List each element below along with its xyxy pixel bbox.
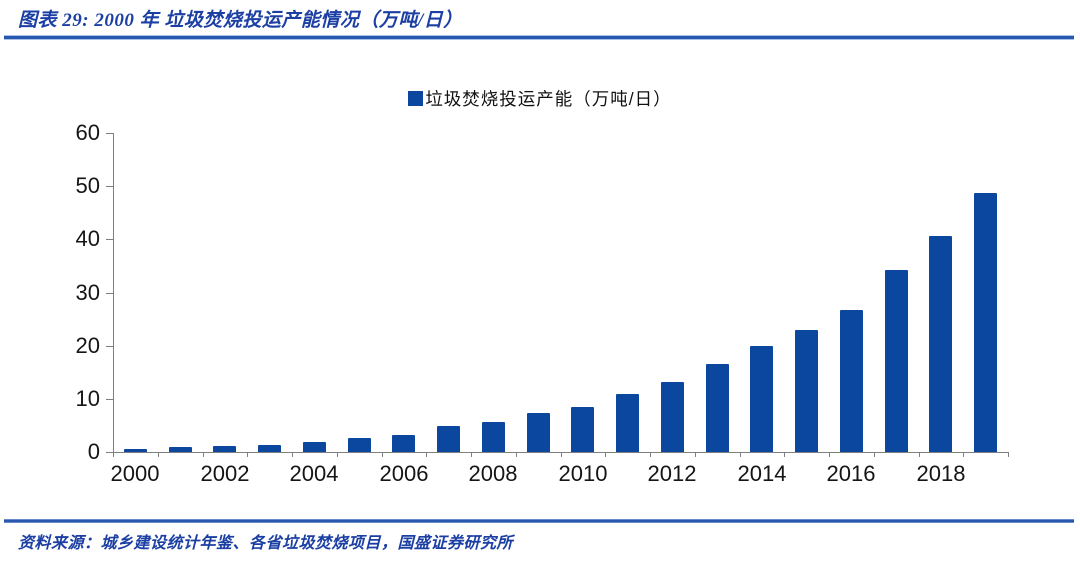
x-axis-tick <box>158 452 159 457</box>
bar-2019 <box>974 193 997 452</box>
y-axis-label-60: 60 <box>75 120 100 145</box>
bar-2018 <box>929 236 952 452</box>
bar-2015 <box>795 330 818 452</box>
y-axis-label-10: 10 <box>75 386 100 411</box>
x-axis-tick <box>516 452 517 457</box>
source-note: 资料来源：城乡建设统计年鉴、各省垃圾焚烧项目，国盛证券研究所 <box>18 535 514 552</box>
y-axis-tick-60 <box>106 133 113 134</box>
x-axis-label-2010: 2010 <box>558 461 608 486</box>
y-axis-label-30: 30 <box>75 280 100 305</box>
x-axis-label-2012: 2012 <box>647 461 697 486</box>
x-axis-tick <box>471 452 472 457</box>
bar-2010 <box>571 407 594 452</box>
y-axis-tick-50 <box>106 186 113 187</box>
x-axis-tick <box>784 452 785 457</box>
x-axis-tick <box>382 452 383 457</box>
x-axis-tick <box>650 452 651 457</box>
x-axis-tick <box>337 452 338 457</box>
x-axis-tick <box>113 452 114 457</box>
y-axis-label-0: 0 <box>87 439 100 464</box>
y-axis-tick-40 <box>106 239 113 240</box>
x-axis-label-2004: 2004 <box>289 461 339 486</box>
bar-2014 <box>750 346 773 452</box>
y-axis-tick-20 <box>106 346 113 347</box>
chart-legend: 垃圾焚烧投运产能（万吨/日） <box>0 86 1080 111</box>
x-axis-tick <box>1008 452 1009 457</box>
x-axis-label-2000: 2000 <box>110 461 160 486</box>
y-axis-label-40: 40 <box>75 226 100 251</box>
bar-2013 <box>706 364 729 452</box>
bar-2012 <box>661 382 684 452</box>
x-axis-label-2006: 2006 <box>379 461 429 486</box>
bar-2009 <box>527 413 550 452</box>
y-axis-tick-30 <box>106 293 113 294</box>
legend-label: 垃圾焚烧投运产能（万吨/日） <box>425 89 672 109</box>
x-axis-tick <box>829 452 830 457</box>
y-axis-line <box>113 133 114 453</box>
x-axis-tick <box>292 452 293 457</box>
bar-2004 <box>303 442 326 452</box>
figure-title: 图表 29: 2000 年 垃圾焚烧投运产能情况（万吨/日） <box>18 10 463 31</box>
legend-swatch-icon <box>408 91 424 106</box>
title-divider-line <box>4 35 1074 40</box>
y-axis-label-20: 20 <box>75 333 100 358</box>
bar-2011 <box>616 394 639 452</box>
x-axis-line <box>113 452 1008 453</box>
x-axis-tick <box>203 452 204 457</box>
bar-2000 <box>124 449 147 452</box>
bar-2008 <box>482 422 505 452</box>
x-axis-label-2014: 2014 <box>737 461 787 486</box>
y-axis-tick-10 <box>106 399 113 400</box>
x-axis-label-2018: 2018 <box>916 461 966 486</box>
footer-divider-line <box>4 519 1074 523</box>
x-axis-tick <box>919 452 920 457</box>
x-axis-tick <box>605 452 606 457</box>
x-axis-tick <box>426 452 427 457</box>
y-axis-label-50: 50 <box>75 173 100 198</box>
bar-2006 <box>392 435 415 452</box>
bar-2002 <box>213 446 236 452</box>
x-axis-label-2008: 2008 <box>468 461 518 486</box>
x-axis-tick <box>740 452 741 457</box>
bar-2017 <box>885 270 908 452</box>
bar-2005 <box>348 438 371 452</box>
bar-2003 <box>258 445 281 452</box>
bar-2007 <box>437 426 460 452</box>
bar-2001 <box>169 447 192 452</box>
x-axis-tick <box>963 452 964 457</box>
x-axis-tick <box>561 452 562 457</box>
x-axis-label-2016: 2016 <box>826 461 876 486</box>
x-axis-tick <box>695 452 696 457</box>
x-axis-tick <box>247 452 248 457</box>
y-axis-tick-0 <box>106 452 113 453</box>
bar-2016 <box>840 310 863 452</box>
x-axis-label-2002: 2002 <box>200 461 250 486</box>
x-axis-tick <box>874 452 875 457</box>
